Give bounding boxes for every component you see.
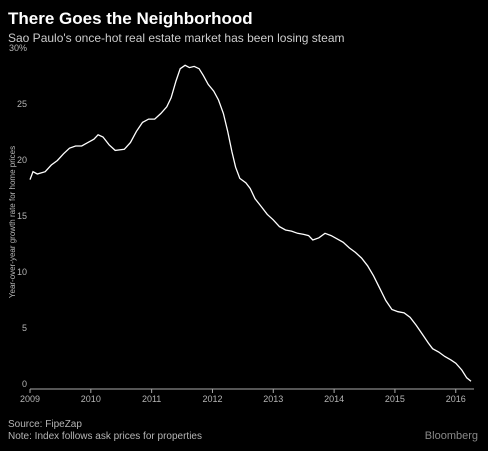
x-tick-label: 2011 [142,394,161,404]
x-tick-label: 2009 [20,394,40,404]
y-tick-label: 5 [22,323,27,333]
y-axis-label: Year-over-year growth rate for home pric… [8,146,17,298]
y-tick-label: 25 [17,99,27,109]
brand: Bloomberg [425,430,478,442]
x-tick-label: 2010 [81,394,101,404]
x-tick-label: 2012 [202,394,222,404]
x-tick-label: 2013 [263,394,283,404]
chart-subtitle: Sao Paulo's once-hot real estate market … [8,31,345,45]
note: Note: Index follows ask prices for prope… [8,431,202,442]
line-series [29,64,472,382]
y-tick-label: 20 [17,155,27,165]
y-tick-label: 15 [17,211,27,221]
source: Source: FipeZap [8,419,82,430]
chart-title: There Goes the Neighborhood [8,9,253,28]
y-tick-label: 30% [9,43,27,53]
x-tick-label: 2016 [446,394,466,404]
y-tick-label: 10 [17,267,27,277]
y-tick-label: 0 [22,379,27,389]
x-tick-label: 2014 [324,394,344,404]
x-tick-label: 2015 [385,394,405,404]
